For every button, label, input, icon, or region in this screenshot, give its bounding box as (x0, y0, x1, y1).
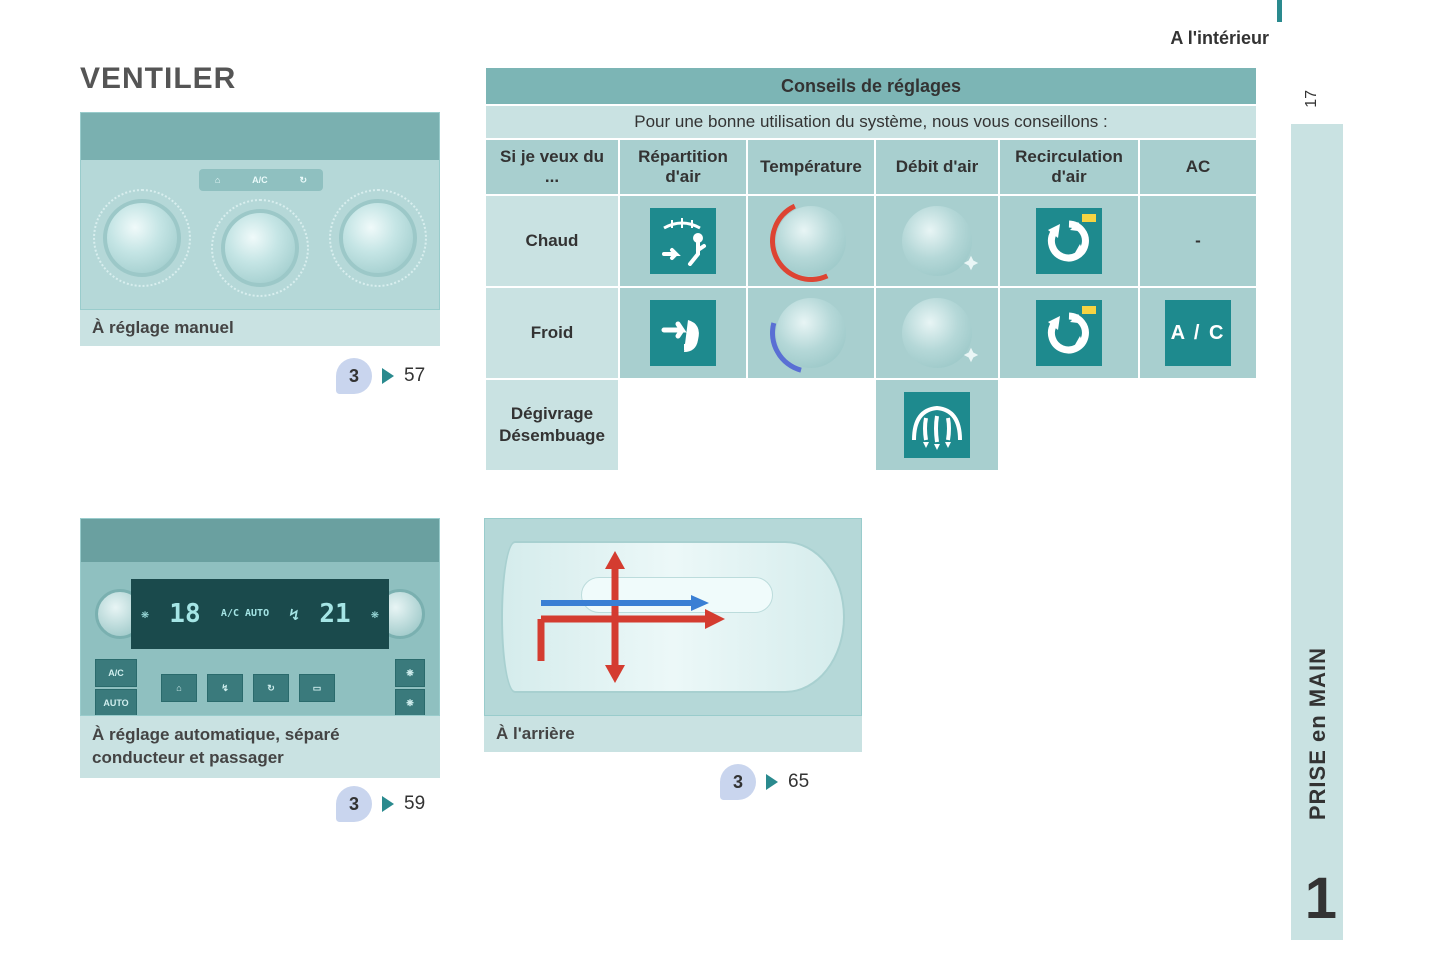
table-title-row: Conseils de réglages (485, 67, 1257, 105)
cell-empty (999, 379, 1139, 471)
page-number: 17 (1303, 90, 1321, 108)
table-subtitle: Pour une bonne utilisation du système, n… (485, 105, 1257, 139)
manual-caption: À réglage manuel (80, 310, 440, 346)
settings-table: Conseils de réglages Pour une bonne util… (484, 66, 1258, 472)
dial-fan-icon (221, 209, 299, 287)
recirculation-icon (1036, 300, 1102, 366)
chapter-bubble: 3 (336, 358, 372, 394)
col-distribution: Répartition d'air (619, 139, 747, 195)
airflow-icon: ↯ (289, 605, 299, 624)
fan-knob-icon (902, 206, 972, 276)
panel-auto: ❋ 18 A/C AUTO ↯ 21 ❋ A/C AUTO ⌂ ↯ ↻ ▭ ❋ … (80, 518, 440, 778)
auto-display: ❋ 18 A/C AUTO ↯ 21 ❋ (131, 579, 389, 649)
fan-knob-icon (902, 298, 972, 368)
cell-recirculation (999, 195, 1139, 287)
page-ref-number: 57 (404, 365, 425, 387)
dial-temperature-icon (339, 199, 417, 277)
row-label: Chaud (485, 195, 619, 287)
dial-distribution-icon (103, 199, 181, 277)
table-row: Dégivrage Désembuage (485, 379, 1257, 471)
arrow-icon (382, 796, 394, 812)
distribution-face-icon (650, 300, 716, 366)
panel-rear: À l'arrière (484, 518, 862, 752)
indicator-light-icon (1082, 214, 1096, 222)
ac-button-icon: A / C (1165, 300, 1231, 366)
cell-ac: A / C (1139, 287, 1257, 379)
cell-ac: - (1139, 195, 1257, 287)
btn-minus-icon: ❋ (395, 689, 425, 716)
page-header: A l'intérieur (0, 0, 1445, 48)
col-recirculation: Recirculation d'air (999, 139, 1139, 195)
chapter-bubble: 3 (720, 764, 756, 800)
indicator-light-icon (1082, 306, 1096, 314)
temp-knob-cold-icon (776, 298, 846, 368)
btn-plus-icon: ❋ (395, 659, 425, 687)
sidebar: PRISE en MAIN 1 (1291, 124, 1343, 940)
cell-recirculation (999, 287, 1139, 379)
auto-caption: À réglage automatique, séparé conducteur… (80, 716, 440, 778)
cell-distribution (619, 195, 747, 287)
auto-ac-label: A/C AUTO (221, 609, 269, 619)
ac-text: A / C (1171, 322, 1226, 345)
page-ref-manual: 3 57 (336, 358, 425, 394)
auto-illustration: ❋ 18 A/C AUTO ↯ 21 ❋ A/C AUTO ⌂ ↯ ↻ ▭ ❋ … (80, 518, 440, 716)
distribution-feet-defrost-icon (650, 208, 716, 274)
table-row: Chaud (485, 195, 1257, 287)
header-accent-mark (1277, 0, 1282, 22)
col-want: Si je veux du ... (485, 139, 619, 195)
chapter-bubble: 3 (336, 786, 372, 822)
cell-airflow (875, 195, 999, 287)
cell-distribution (619, 287, 747, 379)
cell-airflow (875, 287, 999, 379)
col-airflow: Débit d'air (875, 139, 999, 195)
panel-manual: ⌂ A/C ↻ À réglage manuel (80, 112, 440, 346)
cell-empty (619, 379, 747, 471)
rear-illustration (484, 518, 862, 716)
cell-empty (1139, 379, 1257, 471)
temp-right: 21 (319, 599, 350, 629)
btn-auto: AUTO (95, 689, 137, 716)
cell-airflow (875, 379, 999, 471)
recirc-icon: ↻ (300, 175, 308, 186)
btn-ac: A/C (95, 659, 137, 687)
page-ref-number: 65 (788, 771, 809, 793)
sidebar-label: PRISE en MAIN (1305, 647, 1331, 820)
center-button-strip: ⌂ A/C ↻ (199, 169, 323, 191)
temp-knob-hot-icon (776, 206, 846, 276)
rear-caption: À l'arrière (484, 716, 862, 752)
cell-temperature (747, 287, 875, 379)
fan-icon: ❋ (141, 607, 149, 622)
airflow-arrows (485, 519, 862, 716)
row-label: Froid (485, 287, 619, 379)
btn-defrost-icon: ⌂ (161, 674, 197, 702)
page-ref-rear: 3 65 (720, 764, 809, 800)
manual-illustration: ⌂ A/C ↻ (80, 112, 440, 310)
col-temperature: Température (747, 139, 875, 195)
fan-icon-2: ❋ (371, 607, 379, 622)
page-ref-number: 59 (404, 793, 425, 815)
cell-empty (747, 379, 875, 471)
page-ref-auto: 3 59 (336, 786, 425, 822)
arrow-icon (382, 368, 394, 384)
table-row: Froid (485, 287, 1257, 379)
cell-temperature (747, 195, 875, 287)
btn-rear-icon: ▭ (299, 674, 335, 702)
page-title: VENTILER (80, 62, 236, 96)
recirculation-icon (1036, 208, 1102, 274)
table-subtitle-row: Pour une bonne utilisation du système, n… (485, 105, 1257, 139)
ac-label: A/C (252, 175, 268, 185)
temp-left: 18 (169, 599, 200, 629)
col-ac: AC (1139, 139, 1257, 195)
btn-flow-icon: ↯ (207, 674, 243, 702)
btn-recirc-icon: ↻ (253, 674, 289, 702)
defrost-icon: ⌂ (215, 175, 220, 185)
table-title: Conseils de réglages (485, 67, 1257, 105)
row-label: Dégivrage Désembuage (485, 379, 619, 471)
section-title: A l'intérieur (1170, 28, 1269, 49)
table-header-row: Si je veux du ... Répartition d'air Temp… (485, 139, 1257, 195)
sidebar-chapter: 1 (1305, 865, 1337, 932)
arrow-icon (766, 774, 778, 790)
defrost-windshield-icon (904, 392, 970, 458)
